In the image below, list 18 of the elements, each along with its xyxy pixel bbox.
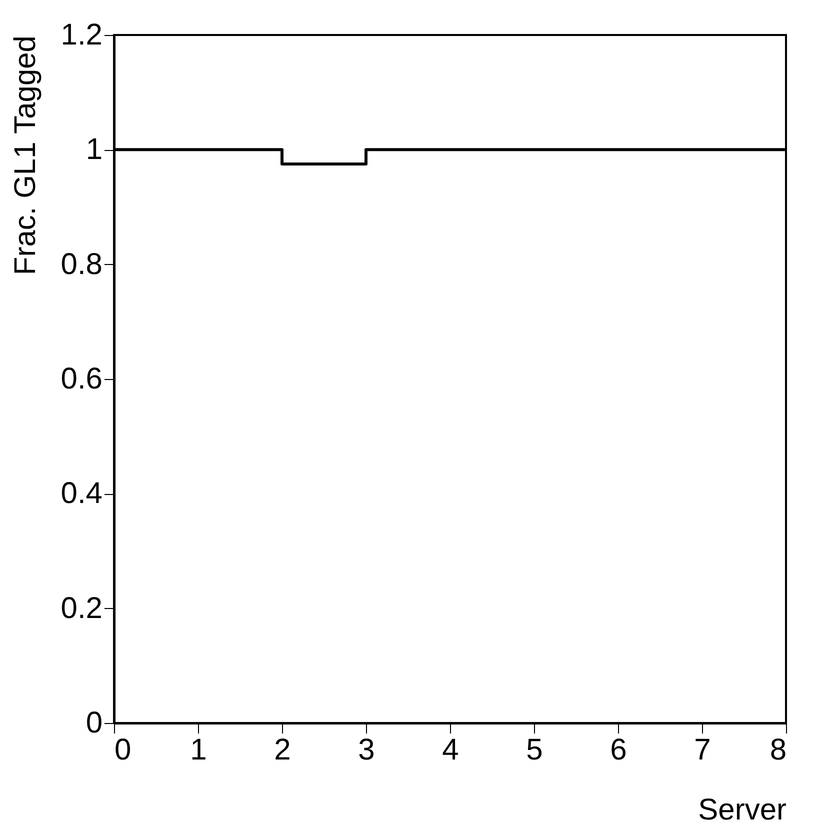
x-tick-label: 3 xyxy=(358,734,375,766)
x-tick-label: 5 xyxy=(526,734,543,766)
x-axis-title: Server xyxy=(698,794,787,826)
y-tick-label: 1.2 xyxy=(60,18,102,52)
x-tick-label: 4 xyxy=(442,734,459,766)
y-tick-label: 1 xyxy=(86,133,102,166)
y-axis-title: Frac. GL1 Tagged xyxy=(8,36,42,276)
y-tick-label: 0.6 xyxy=(60,362,102,396)
y-tick-label: 0 xyxy=(86,706,102,740)
x-tick-label: 8 xyxy=(770,734,786,766)
y-tick-label: 0.4 xyxy=(60,477,102,510)
y-tick-label: 0.8 xyxy=(60,248,102,281)
x-tick-label: 2 xyxy=(274,734,291,766)
y-tick-label: 0.2 xyxy=(60,592,102,625)
x-tick-label: 6 xyxy=(610,734,627,766)
x-tick-label: 7 xyxy=(694,734,711,766)
x-tick-label: 0 xyxy=(114,734,132,766)
x-tick-label: 1 xyxy=(190,734,207,766)
